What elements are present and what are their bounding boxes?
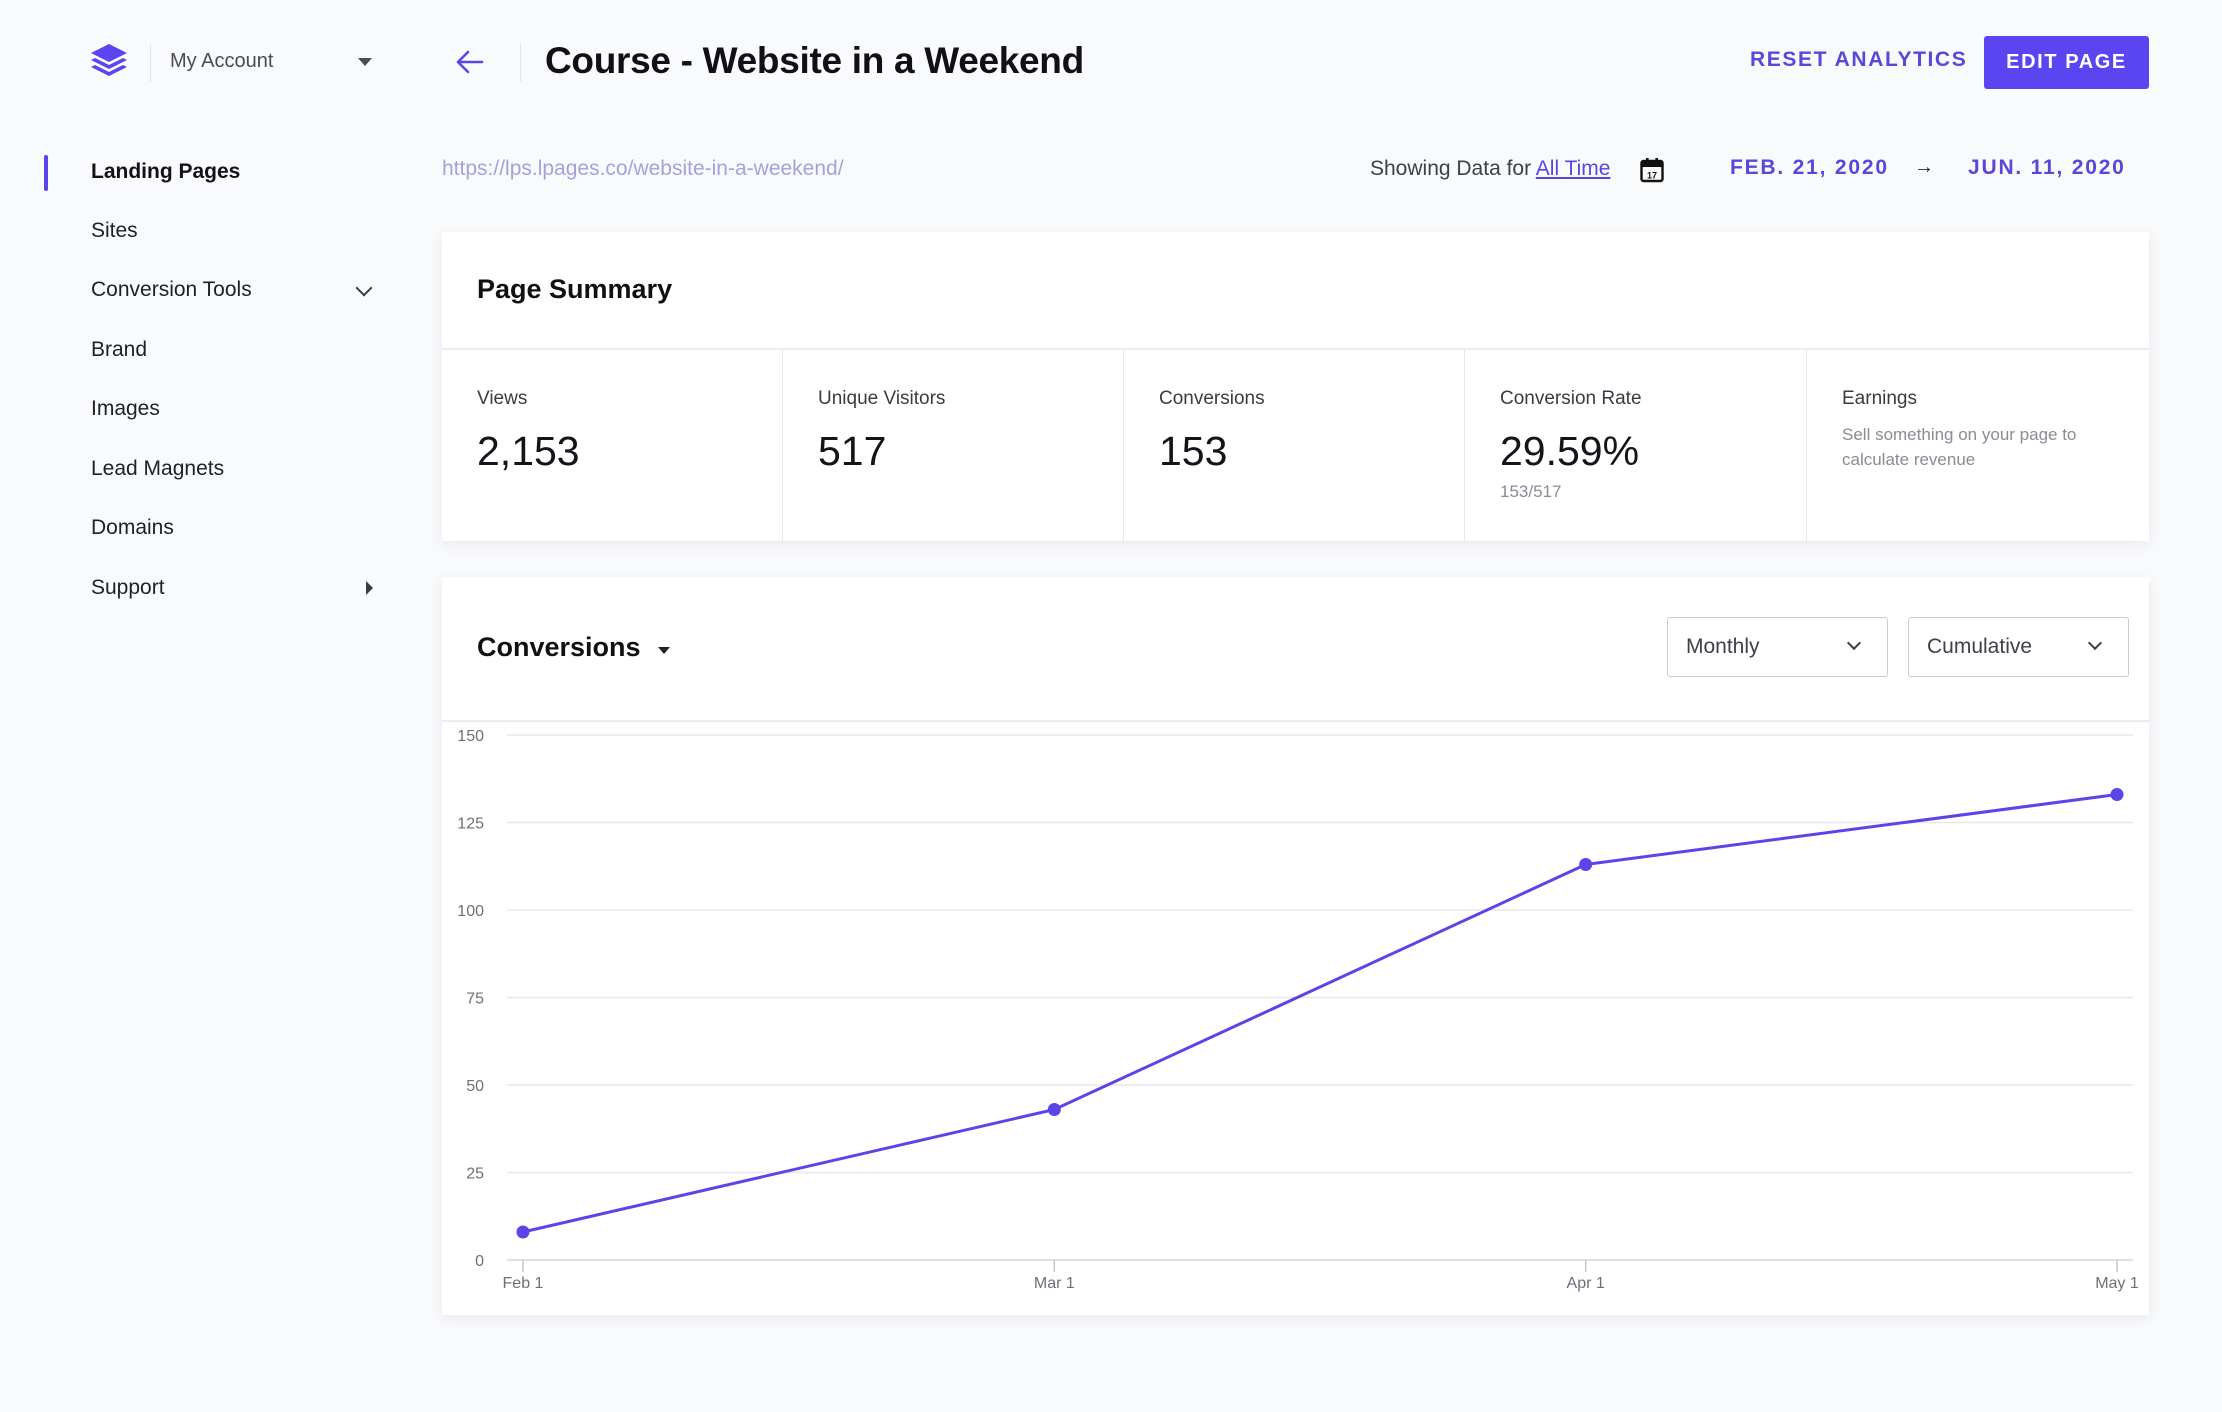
metric-value: 29.59% [1500, 428, 1640, 474]
metric-value: 517 [818, 428, 887, 474]
reset-analytics-button[interactable]: RESET ANALYTICS [1750, 48, 1968, 71]
title-separator [520, 44, 521, 82]
chevron-down-icon [2087, 635, 2103, 651]
page-title: Course - Website in a Weekend [545, 40, 1084, 81]
chevron-down-icon[interactable] [355, 279, 373, 297]
data-point [2110, 788, 2124, 801]
conversions-line-chart: 0 25 50 75 100 125 150 Feb 1 Mar 1 Apr 1 May 1 [457, 728, 2139, 1292]
account-separator [150, 44, 151, 82]
sidebar-item-lead-magnets[interactable]: Lead Magnets [91, 457, 225, 480]
series-line [522, 793, 2118, 1234]
page-url-link[interactable]: https://lps.lpages.co/website-in-a-weeke… [442, 157, 844, 180]
y-tick-label: 150 [457, 728, 484, 745]
sidebar-item-sites[interactable]: Sites [91, 219, 138, 242]
y-tick-label: 125 [457, 816, 484, 833]
metric-description: Sell something on your page to calculate… [1842, 425, 2077, 469]
back-arrow-icon[interactable] [452, 46, 486, 78]
metric-conversion-rate: Conversion Rate 29.59% 153/517 [1464, 350, 1807, 541]
calendar-icon[interactable]: 17 [1640, 157, 1664, 183]
metric-label: Conversions [1159, 388, 1265, 409]
x-tick-label: May 1 [2095, 1275, 2139, 1292]
chevron-down-icon [1846, 635, 1862, 651]
end-date[interactable]: JUN. 11, 2020 [1968, 156, 2126, 179]
svg-text:17: 17 [1647, 171, 1657, 181]
caret-right-icon[interactable] [366, 581, 373, 595]
conversions-chart-card: Conversions Monthly Cumulative 0 25 50 75 10… [442, 577, 2149, 1315]
metric-value: 2,153 [477, 428, 580, 474]
showing-prefix: Showing Data for [1370, 157, 1532, 180]
sidebar-item-brand[interactable]: Brand [91, 338, 148, 361]
sidebar-item-conversion-tools[interactable]: Conversion Tools [91, 278, 252, 301]
date-range-label: Showing Data for All Time [1370, 157, 1610, 181]
page-summary-title: Page Summary [477, 274, 673, 304]
metric-label: Conversion Rate [1500, 388, 1642, 409]
data-point [1579, 858, 1593, 871]
metric-unique-visitors: Unique Visitors 517 [782, 350, 1124, 541]
metric-label: Earnings [1842, 388, 1917, 409]
data-point [1047, 1103, 1061, 1116]
metric-conversions: Conversions 153 [1123, 350, 1465, 541]
account-menu-label[interactable]: My Account [170, 50, 274, 72]
mode-select-value: Cumulative [1927, 635, 2033, 658]
y-tick-label: 75 [466, 991, 484, 1008]
all-time-link[interactable]: All Time [1535, 157, 1611, 180]
x-tick-label: Feb 1 [503, 1275, 544, 1292]
x-tick-label: Apr 1 [1567, 1275, 1605, 1292]
interval-select-value: Monthly [1686, 635, 1760, 658]
metric-label: Unique Visitors [818, 388, 946, 409]
x-tick-label: Mar 1 [1034, 1275, 1075, 1292]
sidebar-item-images[interactable]: Images [91, 397, 160, 420]
page-summary-card: Page Summary Views 2,153 Unique Visitors… [442, 232, 2149, 541]
sidebar-item-domains[interactable]: Domains [91, 516, 174, 539]
interval-select[interactable]: Monthly [1667, 617, 1888, 677]
caret-down-icon[interactable] [658, 647, 670, 654]
y-tick-label: 25 [466, 1166, 484, 1183]
mode-select[interactable]: Cumulative [1908, 617, 2129, 677]
y-tick-label: 0 [475, 1253, 484, 1270]
chart-metric-selector[interactable]: Conversions [477, 632, 641, 662]
sidebar-item-landing-pages[interactable]: Landing Pages [91, 160, 241, 183]
metric-value: 153 [1159, 428, 1228, 474]
metric-earnings: Earnings Sell something on your page to … [1806, 350, 2150, 541]
summary-divider [442, 348, 2149, 350]
arrow-right-icon: → [1914, 156, 1934, 178]
layers-logo-icon[interactable] [86, 42, 132, 82]
metric-label: Views [477, 388, 528, 409]
y-tick-label: 100 [457, 903, 484, 920]
data-point [516, 1225, 530, 1239]
y-tick-label: 50 [466, 1078, 484, 1095]
metric-views: Views 2,153 [442, 350, 782, 541]
active-nav-indicator [44, 155, 48, 191]
sidebar-item-support[interactable]: Support [91, 576, 165, 599]
metric-subvalue: 153/517 [1500, 482, 1562, 501]
chart-divider [442, 720, 2149, 722]
caret-down-icon[interactable] [358, 58, 372, 66]
edit-page-button[interactable]: EDIT PAGE [1984, 36, 2149, 89]
start-date[interactable]: FEB. 21, 2020 [1730, 156, 1889, 179]
